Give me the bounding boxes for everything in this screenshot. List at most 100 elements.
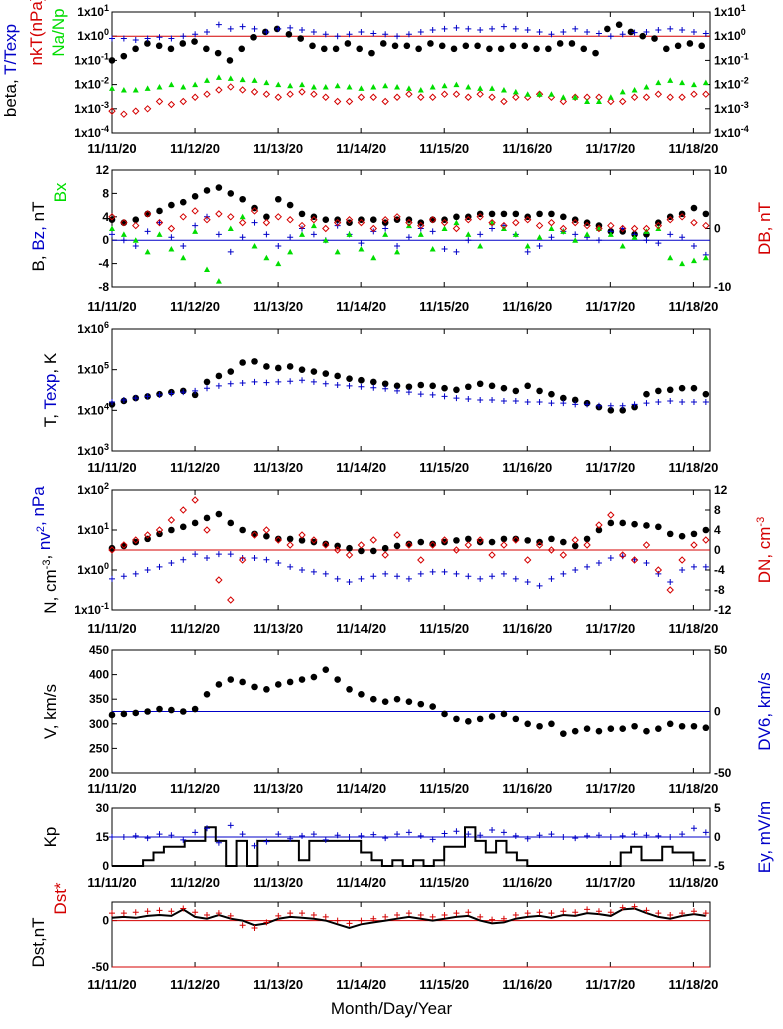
data-point: [109, 85, 115, 91]
data-point: [180, 254, 187, 261]
data-point: [120, 541, 128, 549]
series-dn: [108, 496, 710, 604]
data-point: [619, 407, 627, 414]
data-point: [155, 218, 164, 227]
data-point: [489, 25, 496, 32]
data-point: [275, 378, 282, 385]
data-point: [109, 910, 115, 917]
data-point: [584, 906, 591, 913]
panel-temp: 1x103 1x104 1x105 1x106 T, Texp, K 11/11/20 11…: [41, 320, 718, 475]
data-point: [405, 540, 413, 548]
data-point: [179, 523, 187, 531]
data-point: [453, 828, 460, 835]
data-point: [167, 516, 176, 524]
data-point: [667, 579, 674, 586]
series-line: [112, 826, 706, 867]
data-point: [560, 400, 567, 407]
y-tick-label: 30: [96, 801, 110, 815]
data-point: [690, 399, 697, 406]
data-point: [369, 224, 378, 233]
data-point: [560, 394, 567, 402]
x-tick-label: 11/16/20: [502, 460, 552, 475]
data-point: [191, 38, 198, 45]
data-point: [120, 396, 127, 403]
data-point: [655, 832, 662, 839]
data-point: [702, 563, 709, 570]
data-point: [167, 45, 175, 53]
y-tick-label: 1x101: [77, 521, 109, 537]
data-point: [227, 75, 234, 81]
data-point: [263, 686, 270, 693]
data-point: [287, 563, 294, 570]
x-tick-label: 11/13/20: [253, 141, 303, 156]
panel-frame: [111, 11, 711, 134]
data-point: [405, 389, 412, 396]
data-point: [441, 245, 448, 252]
data-point: [215, 382, 222, 389]
data-point: [429, 27, 436, 34]
right-tick-label: -4: [714, 563, 725, 577]
data-point: [263, 213, 270, 221]
data-point: [192, 551, 199, 558]
data-point: [679, 567, 686, 573]
data-point: [370, 83, 377, 90]
data-point: [429, 83, 436, 90]
data-point: [450, 45, 458, 53]
data-point: [108, 544, 116, 552]
data-point: [548, 720, 555, 728]
x-tick-label: 11/18/20: [668, 299, 718, 314]
data-point: [631, 401, 638, 408]
data-point: [465, 573, 472, 580]
y-tick-label: 1x100: [77, 561, 109, 577]
data-point: [453, 81, 460, 88]
data-point: [631, 234, 638, 240]
data-point: [333, 546, 342, 554]
data-point: [667, 254, 674, 261]
data-point: [179, 506, 187, 514]
data-point: [441, 710, 448, 718]
data-point: [287, 24, 294, 31]
data-point: [334, 676, 341, 683]
data-point: [262, 526, 271, 534]
data-point: [192, 222, 199, 229]
y-axis-label-2: Bx: [51, 182, 70, 202]
data-point: [465, 383, 472, 391]
data-point: [556, 40, 564, 47]
data-point: [132, 221, 140, 230]
data-point: [358, 28, 365, 35]
data-point: [666, 386, 674, 394]
data-point: [509, 42, 517, 50]
data-point: [607, 519, 615, 527]
data-point: [251, 683, 258, 691]
data-point: [453, 395, 460, 402]
data-point: [297, 35, 305, 42]
data-point: [690, 722, 698, 730]
data-point: [132, 45, 139, 53]
data-point: [429, 391, 436, 398]
data-point: [214, 49, 222, 57]
data-point: [429, 228, 436, 235]
data-point: [239, 678, 246, 686]
data-point: [369, 93, 378, 101]
right-tick-label: -50: [714, 766, 732, 780]
data-point: [345, 97, 354, 106]
data-point: [488, 551, 496, 559]
data-point: [263, 838, 270, 845]
y-tick-label: 1x10-1: [74, 51, 109, 67]
y-tick-label: 350: [89, 692, 109, 706]
x-tick-label: 11/12/20: [170, 141, 220, 156]
data-point: [109, 575, 115, 582]
data-point: [251, 554, 258, 561]
data-point: [536, 28, 543, 35]
data-point: [690, 81, 697, 88]
right-tick-label: -12: [714, 603, 732, 617]
data-point: [322, 540, 330, 548]
data-point: [358, 383, 365, 390]
data-point: [358, 690, 365, 698]
data-point: [239, 380, 246, 387]
data-point: [428, 541, 437, 549]
data-point: [500, 541, 508, 549]
data-point: [607, 407, 615, 414]
data-point: [179, 40, 187, 47]
data-point: [227, 83, 235, 91]
